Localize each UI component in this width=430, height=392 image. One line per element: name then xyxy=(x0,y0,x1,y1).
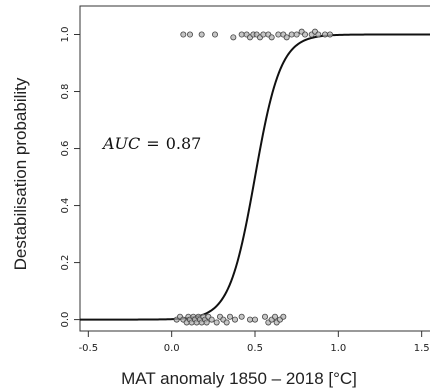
y-axis-title: Destabilisation probability xyxy=(11,77,30,270)
data-point xyxy=(203,319,210,326)
data-point xyxy=(283,34,290,41)
plot-area xyxy=(79,5,430,332)
auc-label: AUC xyxy=(101,134,140,153)
axes-layer: -0.5 0.0 0.5 1.0 1.5 0.0 0.2 0.4 0.6 0.8 1.0 xyxy=(60,27,430,354)
data-point xyxy=(321,31,328,38)
x-tick-label: -0.5 xyxy=(79,343,99,354)
x-tick-label: 0.5 xyxy=(247,343,263,354)
data-point xyxy=(268,34,275,41)
y-tick-label: 0.2 xyxy=(60,255,71,271)
data-point xyxy=(211,31,218,38)
x-tick-label: 0.0 xyxy=(164,343,180,354)
fitted-logistic-curve xyxy=(80,33,430,321)
data-point xyxy=(275,31,282,38)
data-points-layer xyxy=(173,28,333,326)
data-point xyxy=(251,316,258,323)
data-point xyxy=(231,316,238,323)
auc-equals: = xyxy=(146,134,159,153)
data-point xyxy=(271,313,278,320)
data-point xyxy=(226,313,233,320)
auc-annotation: AUC = 0.87 xyxy=(101,134,201,153)
data-point xyxy=(280,313,287,320)
data-point xyxy=(230,34,237,41)
data-point xyxy=(301,31,308,38)
data-point xyxy=(315,31,322,38)
plot-frame xyxy=(79,5,430,332)
data-point xyxy=(260,31,267,38)
data-point xyxy=(288,31,295,38)
x-tick-label: 1.5 xyxy=(414,343,430,354)
data-point xyxy=(246,316,253,323)
x-tick-label: 1.0 xyxy=(330,343,346,354)
data-point xyxy=(293,31,300,38)
auc-value: 0.87 xyxy=(166,134,202,153)
data-point xyxy=(238,31,245,38)
y-tick-label: 0.8 xyxy=(60,84,71,100)
y-tick-label: 0.4 xyxy=(60,198,71,214)
data-point xyxy=(223,319,230,326)
data-point xyxy=(238,313,245,320)
data-point xyxy=(326,31,333,38)
y-tick-label: 0.6 xyxy=(60,141,71,157)
y-tick-label: 0.0 xyxy=(60,312,71,328)
data-point xyxy=(261,313,268,320)
data-point xyxy=(180,31,187,38)
data-point xyxy=(213,319,220,326)
fitted-curve-layer xyxy=(80,33,430,321)
y-tick-label: 1.0 xyxy=(60,27,71,43)
data-point xyxy=(208,316,215,323)
data-point xyxy=(186,31,193,38)
data-point xyxy=(198,31,205,38)
x-axis-title: MAT anomaly 1850 – 2018 [°C] xyxy=(121,369,357,388)
